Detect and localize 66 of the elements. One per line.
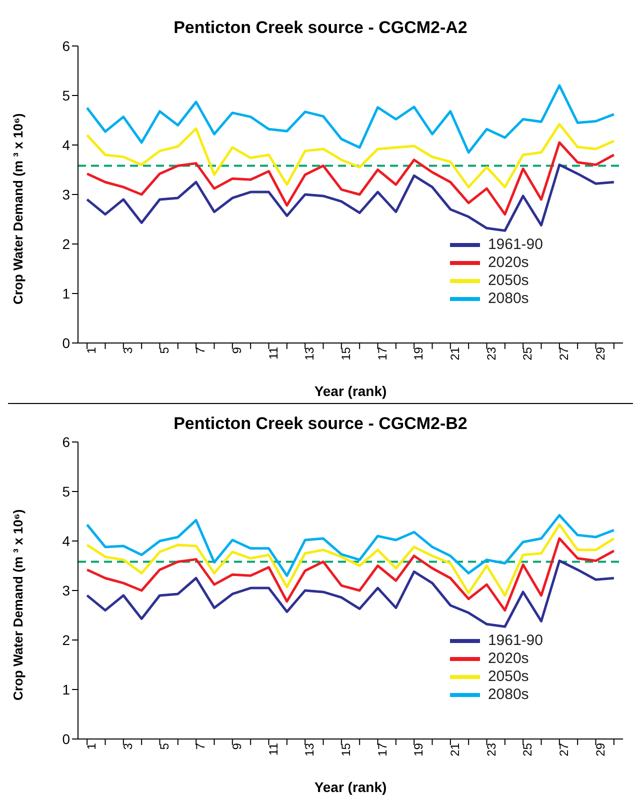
- legend-label: 1961-90: [488, 236, 543, 254]
- line-series: [86, 164, 616, 232]
- line-series: [86, 84, 616, 154]
- x-tick-label: 21: [448, 346, 462, 360]
- legend-label: 2020s: [488, 254, 529, 272]
- y-tick-label: 5: [62, 483, 70, 500]
- line-series: [86, 560, 616, 628]
- x-tick-label: 13: [302, 742, 317, 756]
- x-axis-title: Year (rank): [314, 383, 387, 399]
- x-tick-label: 25: [520, 346, 535, 360]
- legend-label: 1961-90: [488, 632, 543, 650]
- line-series: [86, 122, 616, 188]
- x-tick-label: 29: [593, 346, 608, 360]
- x-tick-label: 1: [84, 346, 99, 354]
- x-tick-label: 1: [84, 742, 99, 750]
- x-tick-label: 5: [157, 346, 172, 354]
- x-tick-label: 3: [120, 742, 135, 750]
- y-tick-label: 0: [62, 730, 70, 747]
- x-tick-label: 27: [556, 346, 571, 360]
- legend-label: 2020s: [488, 650, 529, 668]
- x-tick-label: 13: [302, 346, 317, 360]
- y-tick-label: 4: [62, 532, 70, 549]
- y-tick-label: 3: [62, 582, 70, 598]
- legend-label: 2050s: [488, 272, 529, 290]
- line-series: [86, 523, 616, 597]
- chart-title: Penticton Creek source - CGCM2-A2: [172, 17, 468, 38]
- legend-label: 2080s: [488, 686, 529, 704]
- x-tick-label: 27: [556, 742, 571, 756]
- x-tick-label: 11: [266, 346, 280, 360]
- x-tick-label: 5: [157, 742, 172, 750]
- x-tick-label: 7: [194, 346, 208, 354]
- x-tick-label: 19: [412, 742, 426, 756]
- y-tick-label: 6: [62, 434, 70, 450]
- x-tick-label: 9: [230, 742, 244, 750]
- x-tick-label: 17: [375, 742, 390, 756]
- y-tick-label: 4: [62, 136, 70, 153]
- x-tick-label: 19: [412, 346, 426, 360]
- x-tick-label: 15: [338, 346, 353, 360]
- y-tick-label: 1: [62, 285, 70, 302]
- x-axis-title: Year (rank): [314, 779, 387, 795]
- y-tick-label: 3: [62, 186, 70, 202]
- y-tick-label: 5: [62, 87, 70, 104]
- y-tick-label: 2: [62, 236, 70, 252]
- chart-title: Penticton Creek source - CGCM2-B2: [172, 413, 468, 434]
- legend-label: 2050s: [488, 668, 529, 686]
- x-tick-label: 9: [230, 346, 244, 354]
- x-tick-label: 17: [375, 346, 390, 360]
- x-tick-label: 7: [194, 742, 208, 750]
- y-axis-title: Crop Water Demand (m ³ x 10⁶): [10, 113, 26, 304]
- x-tick-label: 23: [484, 742, 498, 756]
- x-tick-label: 11: [266, 742, 280, 756]
- y-tick-label: 1: [62, 681, 70, 698]
- x-tick-label: 21: [448, 742, 462, 756]
- x-tick-label: 29: [593, 742, 608, 756]
- y-tick-label: 2: [62, 632, 70, 648]
- line-series: [86, 141, 616, 216]
- legend-label: 2080s: [488, 290, 529, 308]
- x-tick-label: 25: [520, 742, 535, 756]
- x-tick-label: 3: [120, 346, 135, 354]
- y-tick-label: 0: [62, 334, 70, 351]
- y-axis-title: Crop Water Demand (m ³ x 10⁶): [10, 509, 26, 700]
- y-tick-label: 6: [62, 38, 70, 54]
- x-tick-label: 23: [484, 346, 498, 360]
- line-series: [86, 514, 616, 577]
- line-series: [86, 537, 616, 612]
- x-tick-label: 15: [338, 742, 353, 756]
